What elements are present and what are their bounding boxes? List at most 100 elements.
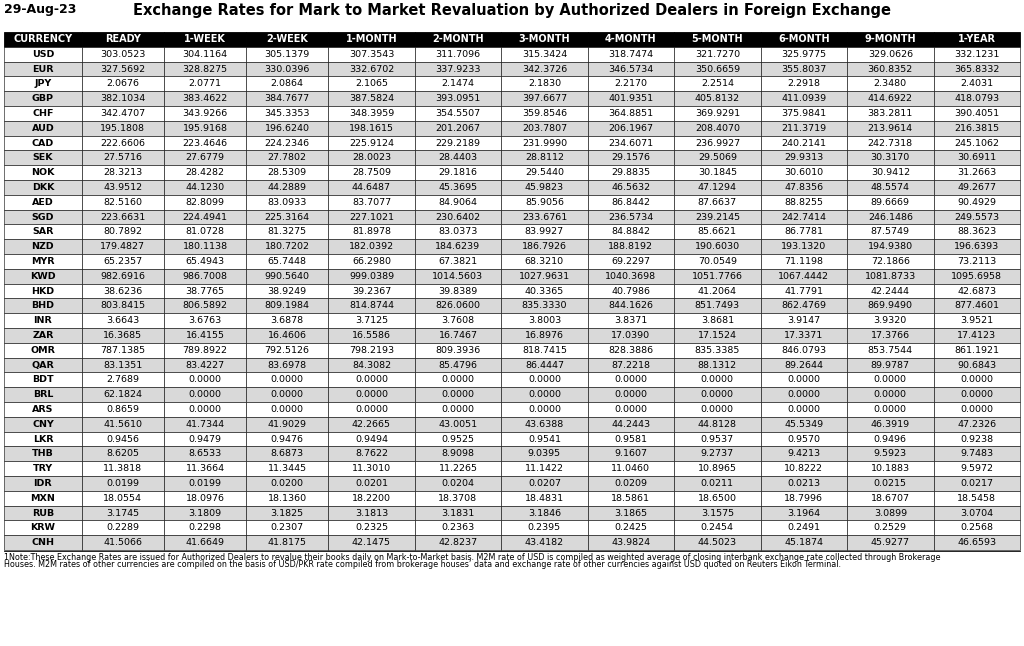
Bar [588,121,674,136]
Bar [164,224,246,239]
Text: QAR: QAR [32,360,54,370]
Bar [934,343,1020,358]
Bar [329,254,415,269]
Text: 242.7414: 242.7414 [781,213,826,222]
Text: 44.2443: 44.2443 [611,420,650,429]
Text: 3.9521: 3.9521 [961,316,993,325]
Bar [934,298,1020,313]
Text: 803.8415: 803.8415 [100,301,145,310]
Bar [847,209,934,224]
Bar [761,343,847,358]
Text: 29-Aug-23: 29-Aug-23 [4,3,77,17]
Text: 0.0000: 0.0000 [614,375,647,384]
Text: 44.6487: 44.6487 [352,183,391,192]
Text: 44.1230: 44.1230 [185,183,224,192]
Text: 40.3365: 40.3365 [525,286,564,295]
Bar [4,106,82,121]
Text: 0.9581: 0.9581 [614,435,647,444]
Bar [501,76,588,91]
Bar [246,269,329,284]
Bar [674,91,761,106]
Bar [4,476,82,491]
Bar [82,432,164,446]
Text: 82.5160: 82.5160 [103,198,142,207]
Text: 789.8922: 789.8922 [182,346,227,355]
Text: 16.4606: 16.4606 [267,331,306,340]
Bar [82,446,164,461]
Text: 41.6649: 41.6649 [185,538,224,547]
Bar [82,269,164,284]
Text: 355.8037: 355.8037 [781,65,826,74]
Bar [934,195,1020,209]
Bar [761,313,847,328]
Text: 186.7926: 186.7926 [522,242,567,251]
Bar [246,358,329,372]
Text: 2.2514: 2.2514 [700,79,734,89]
Text: 0.0000: 0.0000 [873,390,907,399]
Text: 0.0000: 0.0000 [355,405,388,414]
Text: 345.3353: 345.3353 [264,109,310,118]
Bar [501,61,588,76]
Bar [164,521,246,535]
Text: 206.1967: 206.1967 [608,123,653,132]
Bar [761,269,847,284]
Text: 0.2425: 0.2425 [614,523,647,532]
Bar [246,372,329,387]
Text: 0.0000: 0.0000 [873,405,907,414]
Text: Houses. M2M rates of other currencies are compiled on the basis of USD/PKR rate : Houses. M2M rates of other currencies ar… [4,560,841,569]
Bar [761,461,847,476]
Text: 0.2325: 0.2325 [355,523,388,532]
Bar [164,506,246,521]
Bar [501,32,588,47]
Text: 83.0933: 83.0933 [267,198,307,207]
Bar [674,432,761,446]
Bar [674,269,761,284]
Text: 249.5573: 249.5573 [954,213,999,222]
Text: 3.7608: 3.7608 [441,316,474,325]
Text: 28.0023: 28.0023 [352,153,391,162]
Text: 216.3815: 216.3815 [954,123,999,132]
Text: 2-MONTH: 2-MONTH [432,34,483,45]
Text: AED: AED [32,198,54,207]
Bar [164,372,246,387]
Text: 89.2644: 89.2644 [784,360,823,370]
Bar [847,121,934,136]
Bar [501,446,588,461]
Text: 41.5066: 41.5066 [103,538,142,547]
Bar [934,121,1020,136]
Bar [329,32,415,47]
Text: 3.1865: 3.1865 [614,508,647,517]
Bar [934,91,1020,106]
Bar [761,521,847,535]
Bar [4,180,82,195]
Bar [4,343,82,358]
Text: 835.3330: 835.3330 [521,301,567,310]
Text: 2.3480: 2.3480 [873,79,907,89]
Text: DKK: DKK [32,183,54,192]
Bar [674,476,761,491]
Text: 18.6500: 18.6500 [698,494,737,503]
Bar [588,298,674,313]
Bar [164,136,246,151]
Text: 0.0000: 0.0000 [961,390,993,399]
Bar [82,506,164,521]
Bar [246,387,329,402]
Bar [934,47,1020,61]
Bar [164,313,246,328]
Text: LKR: LKR [33,435,53,444]
Bar [761,151,847,165]
Bar [501,432,588,446]
Bar [934,209,1020,224]
Text: 236.5734: 236.5734 [608,213,653,222]
Bar [246,461,329,476]
Text: 11.3010: 11.3010 [352,464,391,473]
Text: ZAR: ZAR [32,331,53,340]
Bar [761,446,847,461]
Text: 27.6779: 27.6779 [185,153,224,162]
Text: 18.1360: 18.1360 [267,494,307,503]
Text: 88.1312: 88.1312 [697,360,737,370]
Bar [761,47,847,61]
Bar [164,535,246,550]
Text: 3.9147: 3.9147 [787,316,820,325]
Bar [4,521,82,535]
